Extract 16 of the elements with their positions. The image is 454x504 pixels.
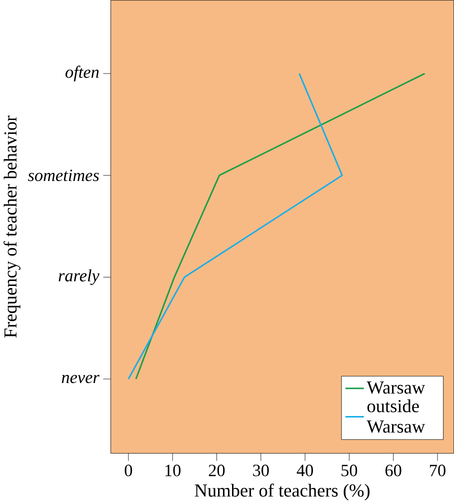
x-tick-label: 0	[124, 464, 132, 476]
x-axis-title: Number of teachers (%)	[194, 484, 370, 500]
y-tick-label: sometimes	[28, 170, 99, 182]
x-tick-label: 10	[165, 464, 180, 476]
legend-label: Warsaw	[366, 382, 426, 394]
legend-label: outside Warsaw	[366, 399, 426, 433]
x-tick-label: 30	[253, 464, 269, 476]
x-tick-label: 50	[342, 464, 358, 476]
x-tick-label: 20	[208, 464, 225, 476]
y-tick-label: rarely	[58, 269, 100, 285]
x-tick-label: 60	[385, 464, 402, 476]
y-axis-title: Frequency of teacher behavior	[4, 116, 20, 338]
y-tick-label: never	[62, 374, 100, 384]
x-tick-label: 70	[430, 464, 446, 476]
y-tick-label: often	[66, 66, 99, 82]
x-tick-label: 40	[296, 464, 313, 476]
